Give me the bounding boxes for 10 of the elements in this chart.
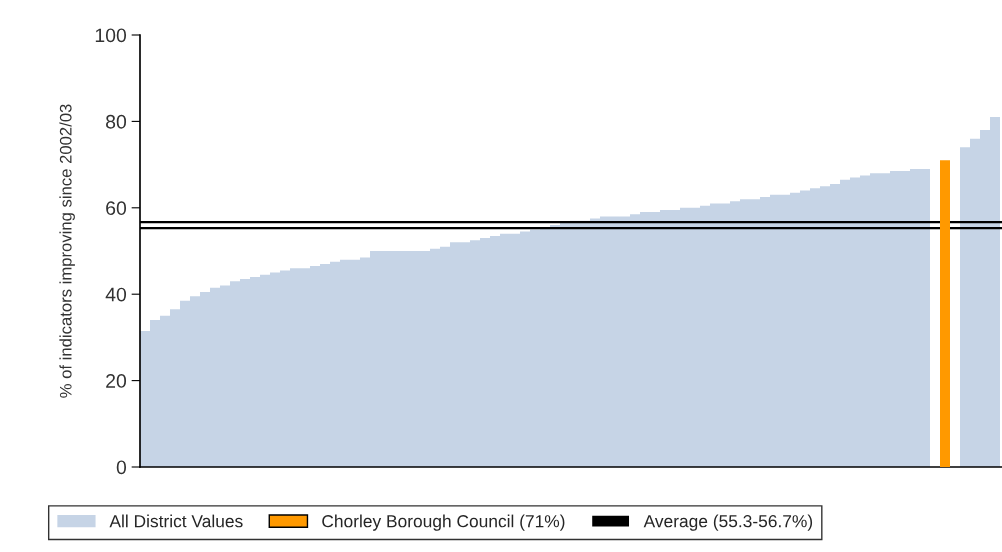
y-tick-label: 80 (106, 114, 127, 129)
y-tick-label: 40 (105, 287, 127, 302)
y-axis-title: % of indicators improving since 2002/03 (59, 104, 75, 398)
y-tick-label: 0 (116, 460, 127, 475)
legend-label: Average (55.3-56.7%) (643, 514, 813, 531)
y-tick-label: 20 (106, 374, 127, 388)
y-tick-label: 60 (106, 201, 127, 216)
legend-label: All District Values (109, 514, 243, 528)
y-tick-label: 100 (95, 28, 127, 43)
legend-label: Chorley Borough Council (71%) (322, 514, 565, 531)
